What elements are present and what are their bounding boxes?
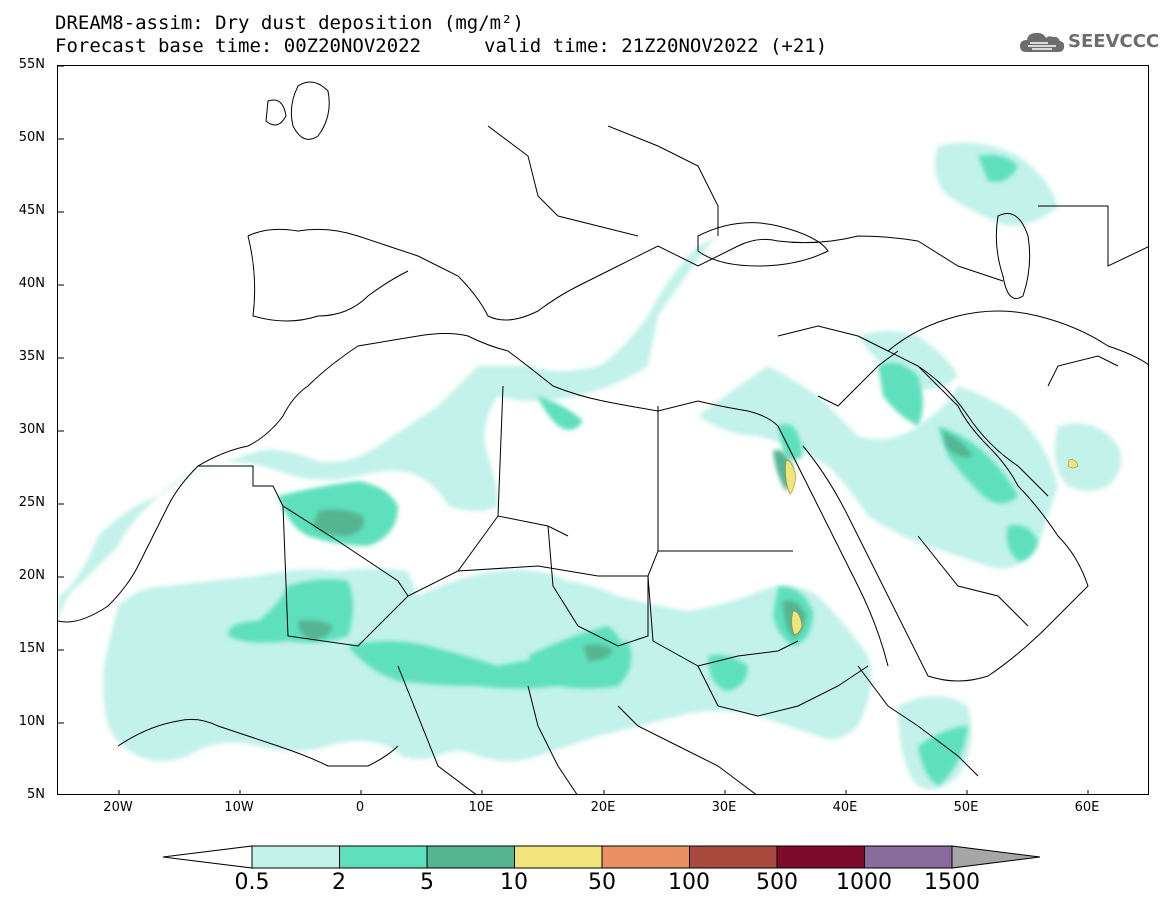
colorbar-high-arrow bbox=[952, 846, 1040, 868]
lat-label: 55N bbox=[0, 57, 45, 72]
lat-label: 10N bbox=[0, 714, 45, 729]
lat-label: 50N bbox=[0, 130, 45, 145]
lat-label: 35N bbox=[0, 349, 45, 364]
colorbar-cell bbox=[515, 846, 603, 868]
lon-label: 60E bbox=[1062, 800, 1112, 815]
logo-text: SEEVCCC bbox=[1068, 31, 1159, 52]
lat-label: 5N bbox=[0, 787, 45, 802]
colorbar-cell bbox=[865, 846, 953, 868]
lon-label: 10W bbox=[214, 800, 264, 815]
lat-label: 40N bbox=[0, 276, 45, 291]
colorbar-low-arrow bbox=[163, 846, 252, 868]
colorbar-label: 100 bbox=[654, 870, 724, 895]
colorbar-label: 1500 bbox=[917, 870, 987, 895]
colorbar-cell bbox=[252, 846, 340, 868]
colorbar-label: 500 bbox=[742, 870, 812, 895]
map-title: DREAM8-assim: Dry dust deposition (mg/m²… bbox=[55, 12, 524, 34]
map-plot-area bbox=[57, 65, 1149, 795]
colorbar-label: 2 bbox=[304, 870, 374, 895]
lon-label: 40E bbox=[820, 800, 870, 815]
colorbar-label: 10 bbox=[479, 870, 549, 895]
colorbar-cell bbox=[602, 846, 690, 868]
valid-time: valid time: 21Z20NOV2022 (+21) bbox=[484, 35, 827, 57]
colorbar-label: 0.5 bbox=[217, 870, 287, 895]
dust-deposition-map bbox=[58, 66, 1149, 795]
seevccc-logo: SEEVCCC bbox=[1018, 28, 1153, 56]
lon-label: 30E bbox=[699, 800, 749, 815]
colorbar-cells bbox=[252, 846, 952, 868]
colorbar-cell bbox=[427, 846, 515, 868]
colorbar bbox=[160, 842, 1045, 872]
lon-label: 0 bbox=[335, 800, 385, 815]
colorbar-cell bbox=[690, 846, 778, 868]
lon-label: 10E bbox=[456, 800, 506, 815]
forecast-base-time: Forecast base time: 00Z20NOV2022 bbox=[55, 35, 421, 57]
colorbar-label: 5 bbox=[392, 870, 462, 895]
lat-label: 15N bbox=[0, 641, 45, 656]
lon-label: 20E bbox=[578, 800, 628, 815]
lat-label: 20N bbox=[0, 568, 45, 583]
lon-label: 50E bbox=[941, 800, 991, 815]
lon-label: 20W bbox=[93, 800, 143, 815]
lat-label: 30N bbox=[0, 422, 45, 437]
colorbar-cell bbox=[777, 846, 865, 868]
cloud-logo-icon bbox=[1018, 28, 1066, 56]
colorbar-label: 50 bbox=[567, 870, 637, 895]
lat-label: 25N bbox=[0, 495, 45, 510]
colorbar-label: 1000 bbox=[829, 870, 899, 895]
colorbar-cell bbox=[340, 846, 428, 868]
lat-label: 45N bbox=[0, 203, 45, 218]
